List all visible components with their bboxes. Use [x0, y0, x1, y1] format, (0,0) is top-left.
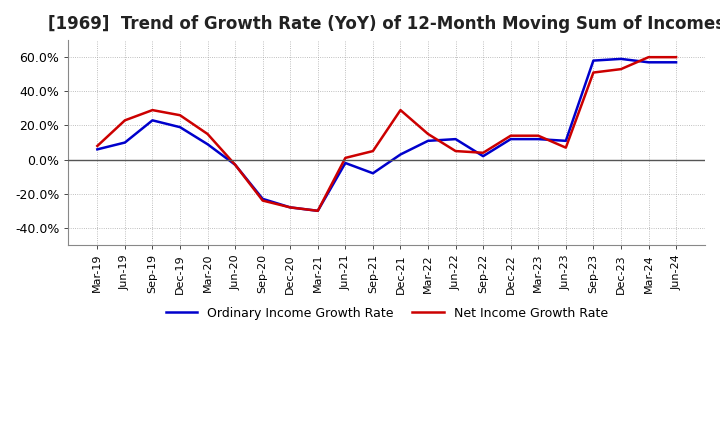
Net Income Growth Rate	[506, 133, 515, 138]
Ordinary Income Growth Rate	[369, 171, 377, 176]
Net Income Growth Rate	[313, 208, 322, 213]
Ordinary Income Growth Rate	[562, 138, 570, 143]
Title: [1969]  Trend of Growth Rate (YoY) of 12-Month Moving Sum of Incomes: [1969] Trend of Growth Rate (YoY) of 12-…	[48, 15, 720, 33]
Net Income Growth Rate	[176, 113, 184, 118]
Net Income Growth Rate	[369, 148, 377, 154]
Line: Net Income Growth Rate: Net Income Growth Rate	[97, 57, 676, 211]
Ordinary Income Growth Rate	[396, 152, 405, 157]
Line: Ordinary Income Growth Rate: Ordinary Income Growth Rate	[97, 59, 676, 211]
Ordinary Income Growth Rate	[286, 205, 294, 210]
Net Income Growth Rate	[589, 70, 598, 75]
Ordinary Income Growth Rate	[616, 56, 625, 62]
Net Income Growth Rate	[423, 132, 432, 137]
Net Income Growth Rate	[534, 133, 543, 138]
Ordinary Income Growth Rate	[423, 138, 432, 143]
Legend: Ordinary Income Growth Rate, Net Income Growth Rate: Ordinary Income Growth Rate, Net Income …	[161, 302, 613, 325]
Ordinary Income Growth Rate	[589, 58, 598, 63]
Net Income Growth Rate	[616, 66, 625, 72]
Net Income Growth Rate	[203, 132, 212, 137]
Net Income Growth Rate	[120, 118, 129, 123]
Net Income Growth Rate	[258, 198, 267, 203]
Net Income Growth Rate	[451, 148, 460, 154]
Ordinary Income Growth Rate	[341, 160, 350, 165]
Ordinary Income Growth Rate	[313, 208, 322, 213]
Ordinary Income Growth Rate	[148, 118, 157, 123]
Net Income Growth Rate	[396, 107, 405, 113]
Ordinary Income Growth Rate	[534, 136, 543, 142]
Ordinary Income Growth Rate	[479, 154, 487, 159]
Net Income Growth Rate	[231, 162, 240, 167]
Ordinary Income Growth Rate	[451, 136, 460, 142]
Net Income Growth Rate	[644, 55, 653, 60]
Ordinary Income Growth Rate	[258, 196, 267, 202]
Ordinary Income Growth Rate	[644, 60, 653, 65]
Net Income Growth Rate	[562, 145, 570, 150]
Net Income Growth Rate	[286, 205, 294, 210]
Ordinary Income Growth Rate	[93, 147, 102, 152]
Net Income Growth Rate	[479, 150, 487, 155]
Ordinary Income Growth Rate	[672, 60, 680, 65]
Ordinary Income Growth Rate	[231, 162, 240, 167]
Ordinary Income Growth Rate	[120, 140, 129, 145]
Net Income Growth Rate	[148, 107, 157, 113]
Net Income Growth Rate	[672, 55, 680, 60]
Net Income Growth Rate	[341, 155, 350, 161]
Ordinary Income Growth Rate	[203, 142, 212, 147]
Ordinary Income Growth Rate	[506, 136, 515, 142]
Ordinary Income Growth Rate	[176, 125, 184, 130]
Net Income Growth Rate	[93, 143, 102, 149]
